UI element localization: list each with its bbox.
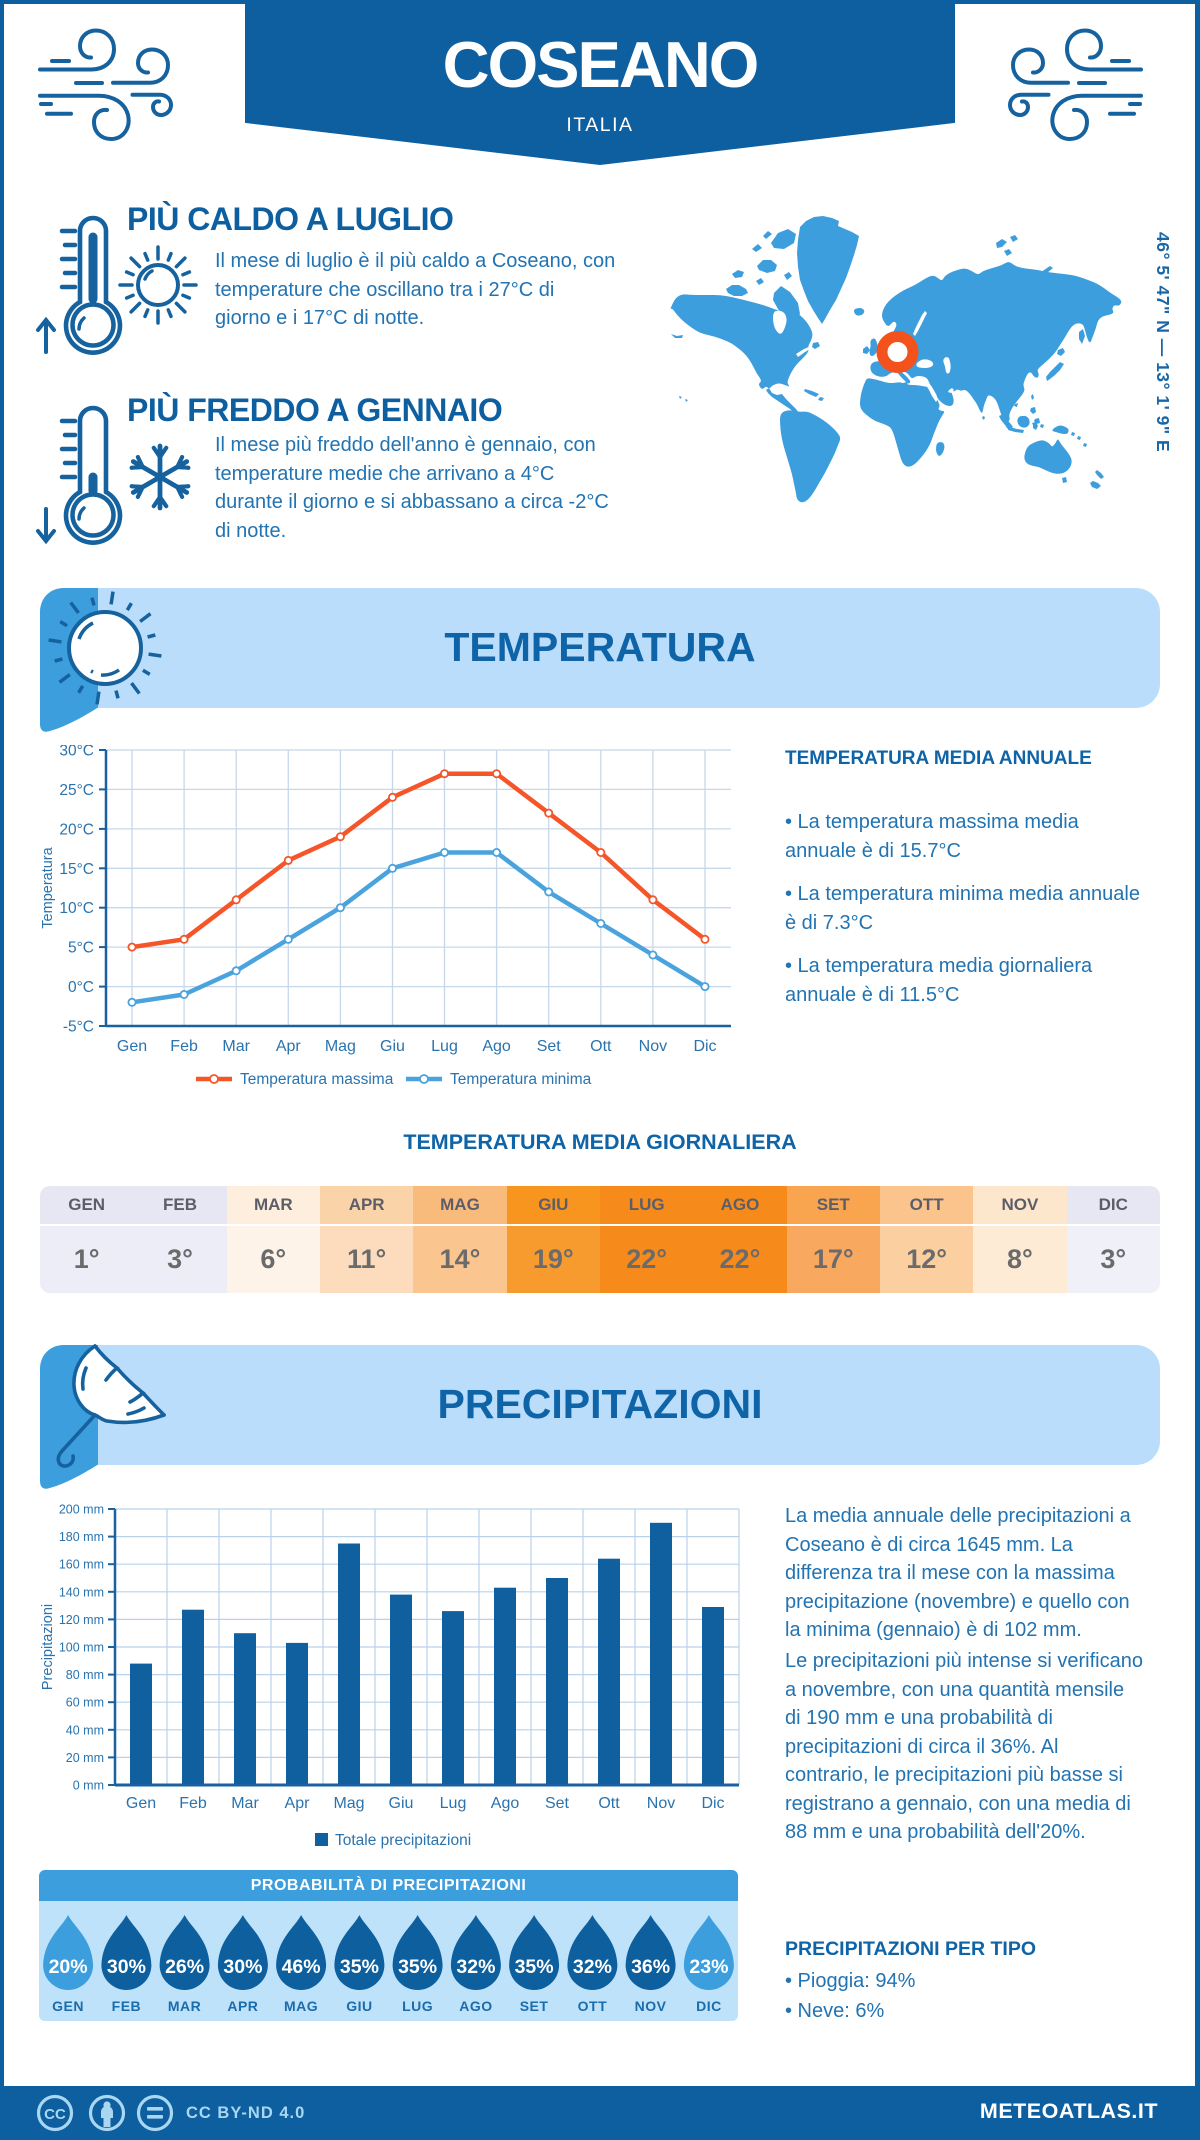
svg-text:Giu: Giu [380,1038,405,1055]
svg-text:CC: CC [44,2106,66,2123]
svg-text:80 mm: 80 mm [66,1668,104,1682]
svg-text:MAR: MAR [168,1998,201,2014]
svg-text:DIC: DIC [696,1998,722,2014]
svg-text:Nov: Nov [639,1038,667,1055]
svg-text:26%: 26% [165,1956,204,1978]
svg-text:Lug: Lug [431,1038,458,1055]
svg-text:60 mm: 60 mm [66,1696,104,1710]
svg-text:SET: SET [520,1998,549,2014]
svg-text:Temperatura minima: Temperatura minima [450,1071,592,1088]
svg-text:Precipitazioni: Precipitazioni [40,1604,56,1690]
svg-text:30°C: 30°C [59,745,94,760]
svg-text:40 mm: 40 mm [66,1723,104,1737]
svg-text:Mag: Mag [325,1038,356,1055]
svg-text:30%: 30% [107,1956,146,1978]
svg-text:Totale precipitazioni: Totale precipitazioni [335,1832,471,1849]
svg-text:25°C: 25°C [59,782,94,799]
svg-text:APR: APR [227,1998,258,2014]
svg-text:160 mm: 160 mm [59,1558,104,1572]
svg-text:Ott: Ott [598,1795,620,1812]
svg-text:Feb: Feb [170,1038,198,1055]
svg-text:OTT: OTT [578,1998,608,2014]
svg-text:Giu: Giu [389,1795,414,1812]
svg-text:Set: Set [537,1038,562,1055]
svg-text:32%: 32% [456,1956,495,1978]
svg-text:20%: 20% [49,1956,88,1978]
svg-text:MAG: MAG [284,1998,318,2014]
svg-text:Ott: Ott [590,1038,612,1055]
svg-text:FEB: FEB [112,1998,141,2014]
svg-text:Dic: Dic [701,1795,724,1812]
svg-text:36%: 36% [631,1956,670,1978]
svg-text:35%: 35% [515,1956,554,1978]
svg-text:NOV: NOV [635,1998,667,2014]
svg-text:-5°C: -5°C [63,1019,94,1036]
svg-text:23%: 23% [689,1956,728,1978]
svg-text:Temperatura massima: Temperatura massima [240,1071,394,1088]
svg-text:20°C: 20°C [59,821,94,838]
svg-text:35%: 35% [398,1956,437,1978]
svg-text:35%: 35% [340,1956,379,1978]
svg-text:0 mm: 0 mm [73,1779,104,1793]
svg-text:Ago: Ago [491,1795,520,1812]
svg-text:100 mm: 100 mm [59,1641,104,1655]
svg-text:180 mm: 180 mm [59,1530,104,1544]
svg-text:5°C: 5°C [68,940,94,957]
svg-text:0°C: 0°C [68,979,94,996]
svg-text:Feb: Feb [179,1795,207,1812]
svg-text:120 mm: 120 mm [59,1613,104,1627]
svg-text:GEN: GEN [52,1998,84,2014]
svg-text:Mar: Mar [222,1038,250,1055]
svg-text:Gen: Gen [117,1038,147,1055]
svg-text:LUG: LUG [402,1998,433,2014]
svg-text:30%: 30% [223,1956,262,1978]
svg-text:20 mm: 20 mm [66,1751,104,1765]
svg-text:Gen: Gen [126,1795,156,1812]
svg-text:Apr: Apr [285,1795,311,1812]
svg-text:Lug: Lug [440,1795,467,1812]
svg-text:15°C: 15°C [59,861,94,878]
svg-text:200 mm: 200 mm [59,1503,104,1517]
svg-text:GIU: GIU [346,1998,372,2014]
svg-text:Temperatura: Temperatura [40,846,56,928]
svg-text:10°C: 10°C [59,900,94,917]
svg-text:Nov: Nov [647,1795,675,1812]
svg-text:Dic: Dic [693,1038,716,1055]
svg-text:Apr: Apr [276,1038,302,1055]
svg-text:Ago: Ago [482,1038,511,1055]
svg-text:32%: 32% [573,1956,612,1978]
svg-text:46%: 46% [282,1956,321,1978]
svg-text:AGO: AGO [459,1998,492,2014]
svg-text:Set: Set [545,1795,570,1812]
svg-text:140 mm: 140 mm [59,1585,104,1599]
svg-text:Mag: Mag [333,1795,364,1812]
svg-text:Mar: Mar [231,1795,259,1812]
